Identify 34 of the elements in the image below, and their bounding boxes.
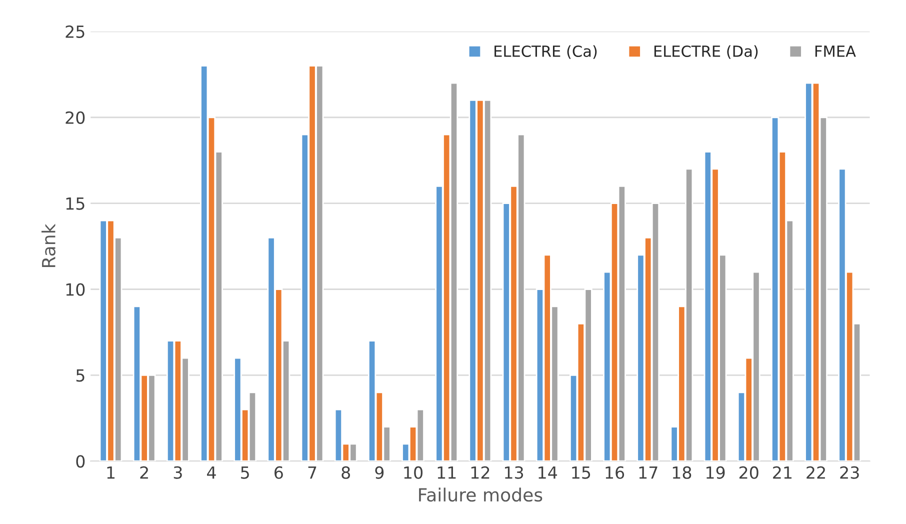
y-tick-label: 0 [76,455,85,468]
x-tick-label: 8 [342,466,350,479]
x-tick-label: 14 [538,466,558,479]
x-tick-label: 23 [840,466,859,479]
x-tick-label: 15 [572,466,590,479]
x-tick-label: 22 [806,466,825,479]
x-tick-label: 7 [308,466,316,479]
y-tick-label: 10 [66,283,85,296]
x-tick-label: 10 [404,466,423,479]
x-tick-label: 13 [504,466,524,479]
y-tick-label: 5 [76,369,84,382]
x-tick-label: 20 [739,466,758,479]
x-axis-title: Failure modes [419,488,542,502]
legend-label: ELECTRE (Ca) [494,45,597,59]
x-tick-label: 17 [639,466,658,479]
x-tick-label: 9 [375,466,384,479]
x-tick-label: 1 [107,466,115,479]
x-tick-label: 11 [438,466,456,479]
x-tick-label: 18 [672,466,692,479]
x-tick-label: 19 [706,466,725,479]
x-tick-label: 3 [174,466,182,479]
legend-label: ELECTRE (Da) [654,45,758,59]
x-tick-label: 5 [241,466,249,479]
y-axis-title: Rank [42,224,56,268]
x-tick-label: 16 [606,466,624,479]
x-tick-label: 4 [207,466,216,479]
y-tick-label: 15 [66,197,84,210]
legend-label: FMEA [815,46,856,57]
x-tick-label: 12 [471,466,490,479]
y-tick-label: 20 [66,111,85,124]
y-tick-label: 25 [66,25,84,38]
x-tick-label: 21 [773,466,792,479]
x-tick-label: 2 [140,466,148,479]
x-tick-label: 6 [274,466,283,479]
